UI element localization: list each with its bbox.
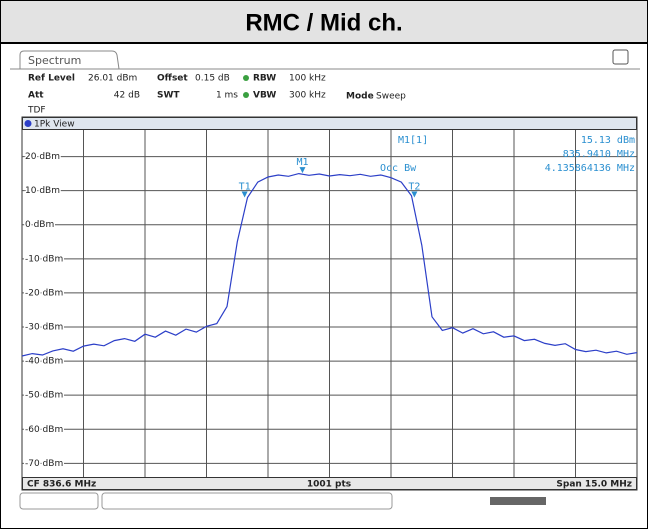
rbw: 100 kHz	[289, 74, 326, 84]
indicator	[243, 75, 249, 81]
vbw: 300 kHz	[289, 91, 326, 101]
occ-bw-label: Occ Bw	[380, 163, 417, 174]
offset-label: Offset	[157, 74, 188, 84]
offset: 0.15 dB	[195, 74, 230, 84]
marker-name: M1[1]	[398, 135, 428, 146]
swt: 1 ms	[216, 91, 238, 101]
marker-frequency: 835.9410 MHz	[563, 149, 635, 160]
trace	[21, 172, 638, 357]
y-tick-label: -30 dBm	[25, 323, 63, 333]
indicator	[243, 92, 249, 98]
att: 42 dB	[114, 91, 140, 101]
menu-icon[interactable]	[612, 49, 629, 65]
rbw-label: RBW	[253, 74, 276, 84]
tdf: TDF	[27, 106, 46, 116]
footer-bar	[22, 477, 637, 490]
swt-label: SWT	[157, 91, 180, 101]
marker-label: T1	[239, 181, 251, 192]
y-tick-label: -40 dBm	[25, 357, 63, 367]
vbw-label: VBW	[253, 91, 276, 101]
y-tick-label: 20 dBm	[25, 152, 60, 162]
view-bar	[22, 117, 637, 130]
status-box	[101, 492, 393, 510]
span: Span 15.0 MHz	[556, 480, 632, 490]
center-freq: CF 836.6 MHz	[27, 480, 96, 490]
progress	[490, 497, 546, 505]
y-tick-label: -60 dBm	[25, 425, 63, 435]
marker-label: T2	[408, 181, 420, 192]
y-tick-label: 10 dBm	[25, 186, 60, 196]
marker	[299, 167, 306, 174]
y-tick-label: -20 dBm	[25, 288, 63, 298]
y-tick-label: -50 dBm	[25, 391, 63, 401]
marker	[241, 191, 248, 198]
tab-label: Spectrum	[28, 54, 81, 67]
marker-level: 15.13 dBm	[581, 135, 635, 146]
y-tick-label: 0 dBm	[25, 220, 54, 230]
y-tick-label: -10 dBm	[25, 254, 63, 264]
trace-dot	[24, 120, 32, 127]
title-band	[1, 1, 647, 43]
occ-bw: 4.135864136 MHz	[545, 163, 635, 174]
view-label: 1Pk View	[34, 120, 75, 130]
mode: Sweep	[376, 92, 406, 102]
ref-level: 26.01 dBm	[88, 74, 137, 84]
tab[interactable]	[19, 50, 120, 70]
marker-label: M1	[296, 157, 308, 168]
y-tick-label: -70 dBm	[25, 459, 63, 469]
points: 1001 pts	[307, 480, 351, 490]
status-box	[19, 492, 99, 510]
marker	[411, 191, 418, 198]
title: RMC / Mid ch.	[245, 9, 402, 36]
att-label: Att	[28, 91, 44, 101]
ref-level-label: Ref Level	[28, 74, 75, 84]
mode-label: Mode	[346, 92, 374, 102]
